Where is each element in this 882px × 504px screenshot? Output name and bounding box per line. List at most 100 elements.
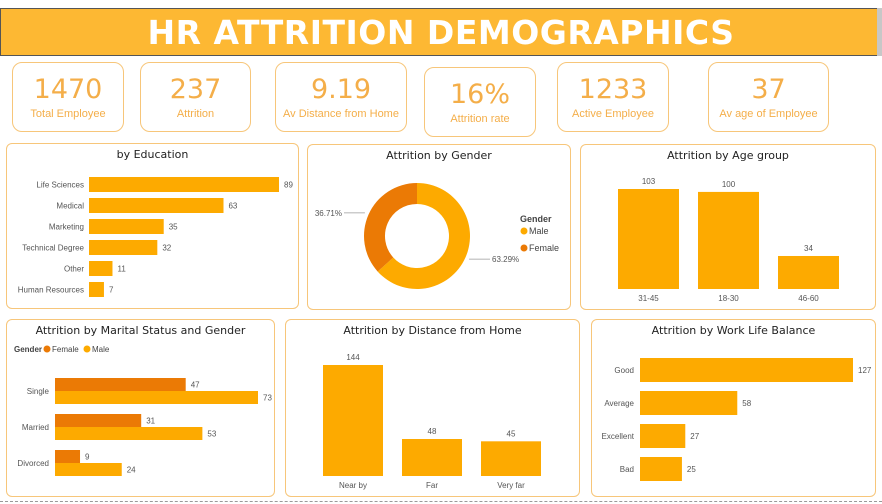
category-label: 31-45: [638, 294, 659, 303]
kpi-label: Active Employee: [572, 108, 654, 120]
data-label: 11: [117, 265, 126, 274]
kpi-value: 1470: [33, 74, 103, 105]
marital-bar-chart: Gender Female Male Single 47 73 Married 31 53 Div…: [14, 345, 272, 476]
category-label: Life Sciences: [36, 181, 84, 190]
gender-donut-chart: 63.29% 36.71% Gender Male Female: [315, 183, 559, 289]
data-label: 103: [642, 177, 656, 186]
bar: [698, 191, 759, 289]
legend-title: Gender: [520, 214, 552, 224]
legend-dot: [83, 345, 91, 353]
category-label: Excellent: [602, 432, 635, 441]
bar: [89, 282, 104, 297]
kpi-card-distance: 9.19 Av Distance from Home: [275, 62, 407, 132]
category-label: Other: [64, 265, 84, 274]
data-label: 89: [284, 181, 293, 190]
bar: [618, 189, 679, 289]
education-chart-panel: by Education Life Sciences 89 Medical 63 Mar…: [6, 143, 299, 309]
category-label: Very far: [497, 481, 525, 490]
bar: [89, 198, 224, 213]
bar: [89, 177, 279, 192]
kpi-card-active-employee: 1233 Active Employee: [557, 62, 669, 132]
bar-female: [55, 450, 81, 463]
bar: [640, 424, 686, 448]
kpi-value: 16%: [449, 79, 510, 110]
chart-title: Attrition by Work Life Balance: [651, 324, 816, 337]
data-label: 25: [687, 465, 696, 474]
gender-chart-panel: Attrition by Gender 63.29% 36.71% Gender Ma…: [307, 144, 571, 310]
bar: [640, 391, 738, 415]
legend-label: Male: [92, 345, 110, 354]
kpi-value: 237: [169, 74, 222, 105]
kpi-card-total-employee: 1470 Total Employee: [12, 62, 124, 132]
kpi-label: Total Employee: [30, 108, 106, 120]
legend-label: Female: [52, 345, 79, 354]
category-label: Good: [614, 366, 634, 375]
bar: [640, 358, 853, 382]
kpi-card-attrition-rate: 16% Attrition rate: [424, 67, 536, 137]
bar: [89, 240, 158, 255]
data-label: 47: [191, 381, 200, 390]
bar: [323, 365, 383, 476]
chart-title: by Education: [116, 148, 189, 161]
category-label: Divorced: [17, 459, 49, 468]
data-label: 63: [228, 202, 237, 211]
data-label: 32: [162, 244, 171, 253]
data-label: 73: [263, 394, 272, 403]
data-label: 7: [109, 286, 114, 295]
bar-male: [55, 463, 122, 476]
legend-title: Gender: [14, 345, 42, 354]
kpi-card-average-age: 37 Av age of Employee: [708, 62, 829, 132]
donut-slice-male: [377, 183, 470, 289]
legend-dot: [520, 244, 528, 252]
chart-title: Attrition by Distance from Home: [343, 324, 522, 337]
kpi-label: Attrition rate: [450, 113, 510, 125]
category-label: Single: [27, 387, 50, 396]
category-label: Medical: [56, 202, 84, 211]
kpi-value: 9.19: [310, 74, 372, 105]
category-label: Bad: [620, 465, 634, 474]
category-label: Average: [604, 399, 634, 408]
data-label: 53: [207, 430, 216, 439]
education-bar-chart: Life Sciences 89 Medical 63 Marketing 35 Techn…: [18, 177, 293, 297]
bar-female: [55, 414, 142, 427]
percent-label: 63.29%: [492, 255, 519, 264]
page-bottom-divider: [0, 501, 882, 502]
bar: [640, 457, 682, 481]
category-label: 18-30: [718, 294, 739, 303]
category-label: Technical Degree: [22, 244, 84, 253]
dashboard-title-bar: HR ATTRITION DEMOGRAPHICS: [0, 8, 882, 56]
legend-label: Female: [529, 243, 559, 253]
bar: [402, 439, 462, 476]
chart-title: Attrition by Age group: [667, 149, 789, 162]
data-label: 45: [507, 429, 516, 438]
kpi-value: 1233: [578, 74, 648, 105]
category-label: 46-60: [798, 294, 819, 303]
donut-slice-female: [364, 183, 417, 272]
age-chart-panel: Attrition by Age group 103 31-45 100 18-30 3…: [580, 144, 876, 310]
data-label: 127: [858, 366, 872, 375]
kpi-label: Av age of Employee: [719, 108, 818, 120]
kpi-label: Av Distance from Home: [283, 108, 399, 120]
dashboard-title: HR ATTRITION DEMOGRAPHICS: [147, 12, 735, 52]
data-label: 58: [742, 399, 751, 408]
data-label: 48: [428, 427, 437, 436]
bar: [89, 219, 164, 234]
marital-chart-panel: Attrition by Marital Status and Gender G…: [6, 319, 275, 497]
data-label: 9: [85, 453, 90, 462]
data-label: 34: [804, 244, 813, 253]
kpi-value: 37: [751, 74, 786, 105]
bar: [778, 255, 839, 289]
category-label: Near by: [339, 481, 367, 490]
worklife-chart-panel: Attrition by Work Life Balance Good 127 Av…: [591, 319, 876, 497]
bar: [481, 441, 541, 476]
data-label: 100: [722, 180, 736, 189]
bar: [89, 261, 113, 276]
legend-dot: [43, 345, 51, 353]
distance-bar-chart: 144 Near by 48 Far 45 Very far: [323, 353, 541, 490]
bar-male: [55, 391, 258, 404]
kpi-card-attrition: 237 Attrition: [140, 62, 251, 132]
data-label: 31: [146, 417, 155, 426]
category-label: Marketing: [49, 223, 84, 232]
data-label: 24: [127, 466, 136, 475]
percent-label: 36.71%: [315, 209, 342, 218]
